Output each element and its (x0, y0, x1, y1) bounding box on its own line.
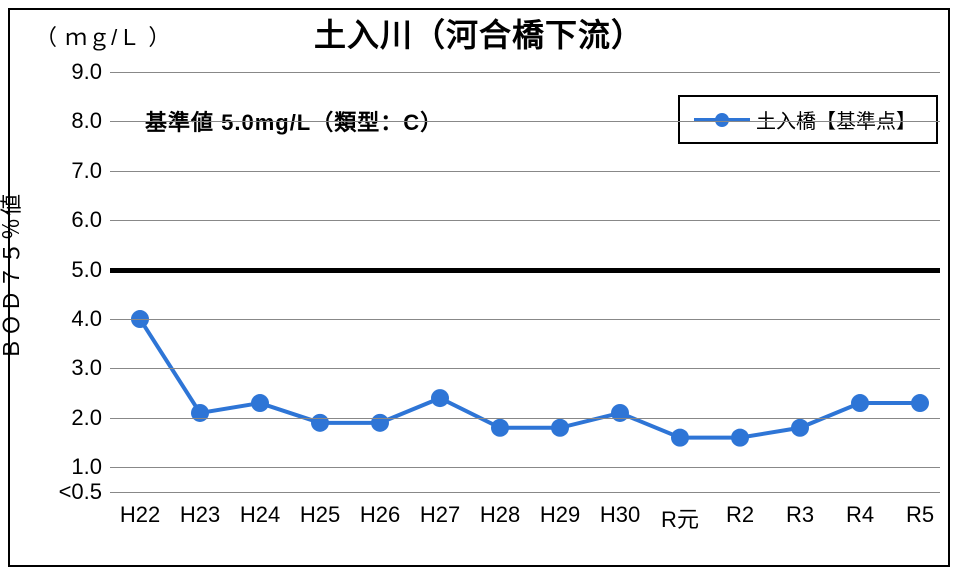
y-tick-label: 3.0 (42, 355, 102, 381)
gridline (110, 467, 940, 468)
data-marker (671, 429, 689, 447)
y-tick-label: 2.0 (42, 405, 102, 431)
line-chart-svg (110, 72, 940, 492)
gridline (110, 171, 940, 172)
x-tick-label: R2 (726, 502, 754, 528)
gridline (110, 72, 940, 73)
x-tick-label: H26 (360, 502, 400, 528)
y-tick-label: 4.0 (42, 306, 102, 332)
y-axis-label: ＢＯＤ７５％値 (0, 176, 26, 376)
data-marker (791, 419, 809, 437)
gridline (110, 220, 940, 221)
data-marker (311, 414, 329, 432)
data-marker (251, 394, 269, 412)
x-tick-label: R5 (906, 502, 934, 528)
data-marker (371, 414, 389, 432)
data-marker (851, 394, 869, 412)
gridline (110, 121, 940, 122)
y-tick-label: 6.0 (42, 207, 102, 233)
data-marker (911, 394, 929, 412)
x-tick-label: H23 (180, 502, 220, 528)
y-tick-label: 1.0 (42, 454, 102, 480)
gridline (110, 418, 940, 419)
gridline (110, 368, 940, 369)
y-unit-label: （ ｍｇ/Ｌ ） (35, 20, 171, 52)
x-tick-label: H22 (120, 502, 160, 528)
chart-container: 土入川（河合橋下流） （ ｍｇ/Ｌ ） ＢＯＤ７５％値 基準値 5.0mg/L（… (0, 0, 958, 575)
y-tick-label: <0.5 (42, 479, 102, 505)
x-tick-label: R4 (846, 502, 874, 528)
y-tick-label: 5.0 (42, 257, 102, 283)
y-tick-label: 9.0 (42, 59, 102, 85)
x-tick-label: H29 (540, 502, 580, 528)
x-tick-label: H30 (600, 502, 640, 528)
data-marker (731, 429, 749, 447)
data-marker (551, 419, 569, 437)
data-marker (611, 404, 629, 422)
plot-area: <0.51.02.03.04.05.06.07.08.09.0H22H23H24… (110, 72, 940, 492)
data-marker (431, 389, 449, 407)
y-tick-label: 7.0 (42, 158, 102, 184)
x-tick-label: R3 (786, 502, 814, 528)
x-tick-label: H28 (480, 502, 520, 528)
y-tick-label: 8.0 (42, 108, 102, 134)
x-tick-label: R元 (661, 502, 699, 534)
gridline (110, 319, 940, 320)
x-tick-label: H27 (420, 502, 460, 528)
gridline (110, 492, 940, 493)
data-marker (491, 419, 509, 437)
x-tick-label: H25 (300, 502, 340, 528)
data-marker (191, 404, 209, 422)
x-tick-label: H24 (240, 502, 280, 528)
reference-line (110, 268, 940, 273)
